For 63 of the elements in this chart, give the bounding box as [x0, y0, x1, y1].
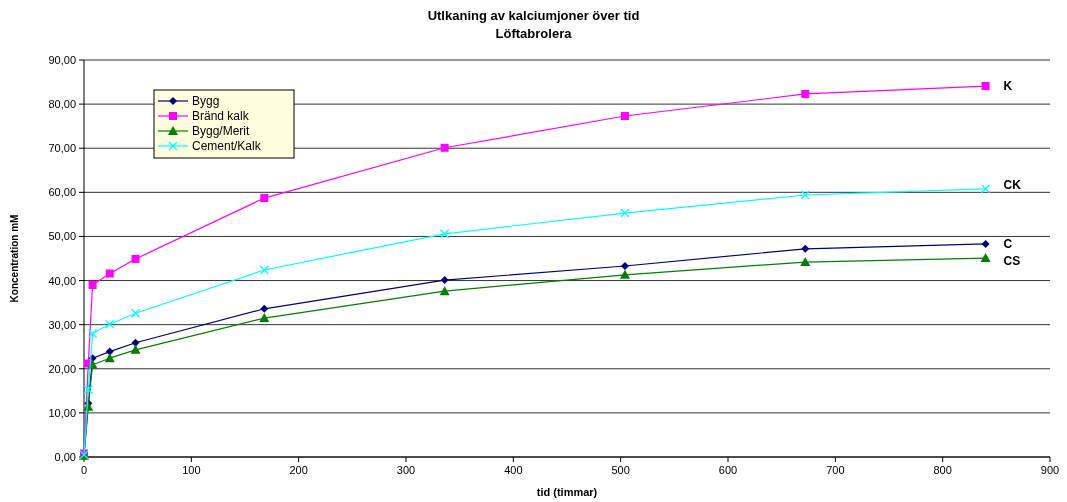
- point: [83, 384, 93, 395]
- x-tick-label: 100: [182, 464, 201, 476]
- x-tick-label: 300: [396, 464, 416, 476]
- x-tick-label: 400: [504, 464, 523, 476]
- x-axis-title: tid (timmar): [536, 486, 598, 498]
- point: [440, 276, 449, 285]
- x-tick-label: 500: [611, 464, 630, 476]
- y-tick-label: 10,00: [48, 406, 76, 419]
- point: [88, 280, 97, 289]
- point: [130, 308, 141, 318]
- annotation: C: [1003, 236, 1013, 251]
- legend-label: Bygg/Merit: [192, 124, 251, 138]
- y-axis-title: Koncentration mM: [9, 214, 20, 303]
- x-tick-label: 0: [80, 464, 88, 476]
- y-tick-label: 20,00: [48, 362, 76, 375]
- point: [800, 190, 810, 200]
- point: [130, 344, 141, 354]
- point: [981, 239, 990, 248]
- x-tick-label: 900: [1040, 464, 1060, 476]
- point: [980, 184, 991, 194]
- point: [801, 244, 810, 253]
- point: [620, 262, 629, 270]
- y-tick-label: 80,00: [48, 98, 76, 111]
- point: [105, 319, 115, 329]
- point: [619, 269, 630, 279]
- chart-title: Utlkaning av kalciumjoner över tid: [427, 8, 640, 23]
- annotation: CS: [1003, 254, 1021, 269]
- x-tick-label: 200: [289, 464, 308, 476]
- legend-label: Bränd kalk: [192, 109, 250, 123]
- y-tick-label: 0,00: [54, 451, 76, 463]
- annotation: CK: [1003, 177, 1022, 192]
- point: [259, 313, 270, 323]
- point: [131, 338, 140, 347]
- point: [981, 82, 990, 91]
- point: [260, 194, 269, 203]
- y-tick-label: 60,00: [48, 186, 76, 199]
- point: [980, 253, 991, 263]
- annotation: K: [1003, 79, 1013, 94]
- legend-label: Cement/Kalk: [192, 139, 262, 153]
- y-tick-label: 40,00: [48, 274, 76, 287]
- point: [131, 254, 140, 263]
- point: [259, 265, 269, 275]
- chart-subtitle: Löftabrolera: [495, 26, 573, 41]
- point: [800, 257, 811, 267]
- point: [439, 286, 450, 296]
- point: [105, 269, 114, 278]
- point: [439, 229, 450, 239]
- x-tick-label: 800: [933, 464, 952, 476]
- point: [440, 143, 449, 152]
- point: [105, 347, 114, 356]
- y-tick-label: 70,00: [48, 142, 76, 155]
- legend-label: Bygg: [192, 94, 220, 108]
- point: [87, 328, 98, 339]
- y-tick-label: 30,00: [48, 318, 76, 331]
- point: [620, 112, 629, 121]
- point: [801, 89, 810, 98]
- point: [620, 208, 630, 218]
- y-tick-label: 90,00: [48, 54, 76, 66]
- x-tick-label: 600: [718, 464, 738, 476]
- point: [260, 304, 269, 313]
- x-tick-label: 700: [826, 464, 845, 476]
- y-tick-label: 50,00: [48, 230, 76, 243]
- point: [104, 353, 115, 363]
